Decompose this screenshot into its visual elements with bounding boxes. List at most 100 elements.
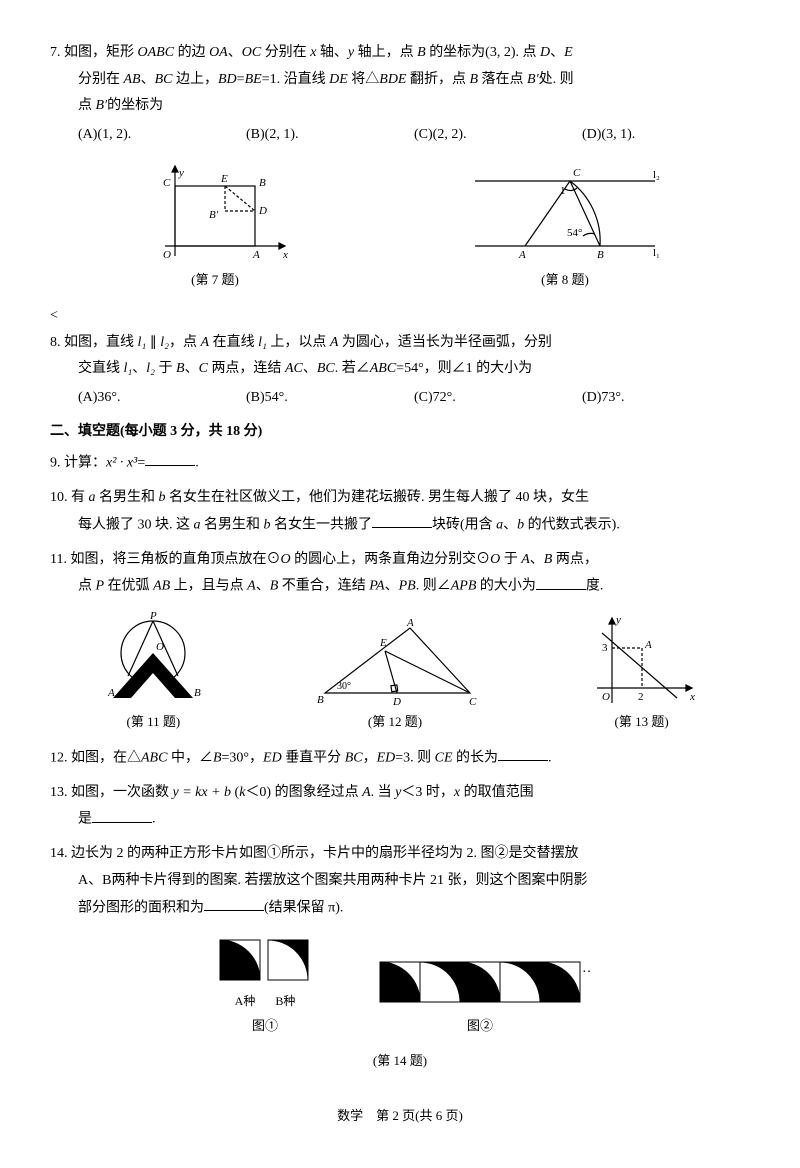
q12-ED2: ED [377,750,396,765]
q12-t3: =30°， [222,750,264,765]
q11-l2a: 点 [78,579,96,594]
q7-l3b: 的坐标为 [107,98,163,113]
f7-E: E [220,173,228,185]
q7-line2: 分别在 AB、BC 边上，BD=BE=1. 沿直线 DE 将△BDE 翻折，点 … [50,67,750,94]
q8-l1: l₁ [138,335,147,350]
f12-B: B [317,694,324,706]
q7-num: 7. [50,45,61,60]
q10-t1: 有 [71,490,89,505]
q8-optA: (A)36°. [78,385,246,412]
q10-l2e: 的代数式表示). [524,517,620,532]
fig14-1-svg [210,930,320,990]
q13-p: . [152,812,156,827]
q8-l2b: l₂ [146,361,155,376]
q10-a2: a [194,517,201,532]
q11-A2: A [247,579,256,594]
f12-A: A [406,617,414,629]
q10-l2a: 每人搬了 30 块. 这 [78,517,194,532]
q11-l2f: 的大小为 [476,579,536,594]
q12-CE: CE [435,750,453,765]
q7-b2: B [469,72,478,87]
fig-row-7-8: y C E B B′ D O A x (第 7 题) [50,156,750,293]
q8-l2e: =54°，则∠1 的大小为 [396,361,532,376]
fig7-cap: (第 7 题) [191,268,239,293]
q8-C: C [199,361,208,376]
q14-t1: 边长为 2 的两种正方形卡片如图①所示，卡片中的扇形半径均为 2. 图②是交替摆… [71,846,579,861]
q8-optD: (D)73°. [582,385,750,412]
q11-l2c: 上，且与点 [170,579,247,594]
q13-line2: 是. [50,806,750,833]
q12-t2: 中，∠ [167,750,213,765]
q11-l2d: 不重合，连结 [278,579,369,594]
f14-cap1: 图① [252,1014,278,1039]
f7-A: A [252,249,260,261]
q8-l2: l₂ [160,335,169,350]
f7-B: B [259,177,266,189]
q13-t5: ＜3 时， [401,785,454,800]
q12-ED: ED [263,750,282,765]
q11-AB: AB [153,579,170,594]
page-footer: 数学 第 2 页(共 6 页) [50,1104,750,1129]
q7-t3: 分别在 [261,45,310,60]
fig13-col: y 3 A O 2 x (第 13 题) [582,608,702,735]
q7-l2e: 落在点 [478,72,527,87]
q11-num: 11. [50,552,67,567]
q7-oabc: OABC [138,45,175,60]
fig8-cap: (第 8 题) [541,268,589,293]
q8-t2: ∥ [146,335,160,350]
q10-l2d: 块砖(用含 [432,517,496,532]
q8-s1: 、 [132,361,146,376]
q8-t5: 上，以点 [267,335,330,350]
f11-B: B [194,687,201,699]
q10-t3: 名女生在社区做义工，他们为建花坛搬砖. 男生每人搬了 40 块，女生 [166,490,590,505]
fig7-svg: y C E B B′ D O A x [135,156,295,266]
f7-y: y [178,167,184,179]
section-2-title: 二、填空题(每小题 3 分，共 18 分) [50,419,750,446]
q8-ABC: ABC [370,361,396,376]
f7-O: O [163,249,171,261]
q12-ABC: ABC [141,750,167,765]
question-10: 10. 有 a 名男生和 b 名女生在社区做义工，他们为建花坛搬砖. 男生每人搬… [50,485,750,539]
f14-labA: A种 [235,990,256,1013]
q10-line1: 10. 有 a 名男生和 b 名女生在社区做义工，他们为建花坛搬砖. 男生每人搬… [50,485,750,512]
q7-l2b: 边上， [173,72,219,87]
q8-line1: 8. 如图，直线 l₁ ∥ l₂，点 A 在直线 l₁ 上，以点 A 为圆心，适… [50,330,750,357]
f7-x: x [282,249,288,261]
fig14-2: … 图② [370,952,590,1039]
q8-l2a: 交直线 [78,361,124,376]
q7-s1: 、 [228,45,242,60]
q8-s3: 、 [303,361,317,376]
q7-eq1: = [237,72,245,87]
q10-sep: 、 [503,517,517,532]
f7-Bp: B′ [209,209,219,221]
q7-optD: (D)(3, 1). [582,122,750,149]
fig8-svg: C l₂ 1 54° A B l₁ [465,156,665,266]
q9-eq: = [137,455,145,470]
q11-O2: O [490,552,500,567]
q8-l2b2: 于 [155,361,176,376]
fig12-svg: A E 30° B D C [305,613,485,708]
f12-E: E [379,637,387,649]
q12-t1: 如图，在△ [71,750,141,765]
q11-l2b: 在优弧 [104,579,153,594]
fig14-1: A种 B种 图① [210,930,320,1039]
q10-l2b: 名男生和 [201,517,264,532]
q8-line2: 交直线 l₁、l₂ 于 B、C 两点，连结 AC、BC. 若∠ABC=54°，则… [50,356,750,383]
q7-oc: OC [242,45,261,60]
fig14-2-svg: … [370,952,590,1012]
q7-bc: BC [155,72,173,87]
q7-optC: (C)(2, 2). [414,122,582,149]
q11-t2: 的圆心上，两条直角边分别交⊙ [291,552,491,567]
fig11-cap: (第 11 题) [126,710,180,735]
fig13-cap: (第 13 题) [615,710,669,735]
q8-t3: ，点 [169,335,201,350]
q11-s2: 、 [256,579,270,594]
q11-O: O [280,552,290,567]
q12-blank [498,745,548,761]
q10-b: b [159,490,166,505]
q14-l3a: 部分图形的面积和为 [78,900,204,915]
f13-A: A [644,639,652,651]
q8-optC: (C)72°. [414,385,582,412]
question-11: 11. 如图，将三角板的直角顶点放在⊙O 的圆心上，两条直角边分别交⊙O 于 A… [50,547,750,601]
q7-be: BE [245,72,262,87]
